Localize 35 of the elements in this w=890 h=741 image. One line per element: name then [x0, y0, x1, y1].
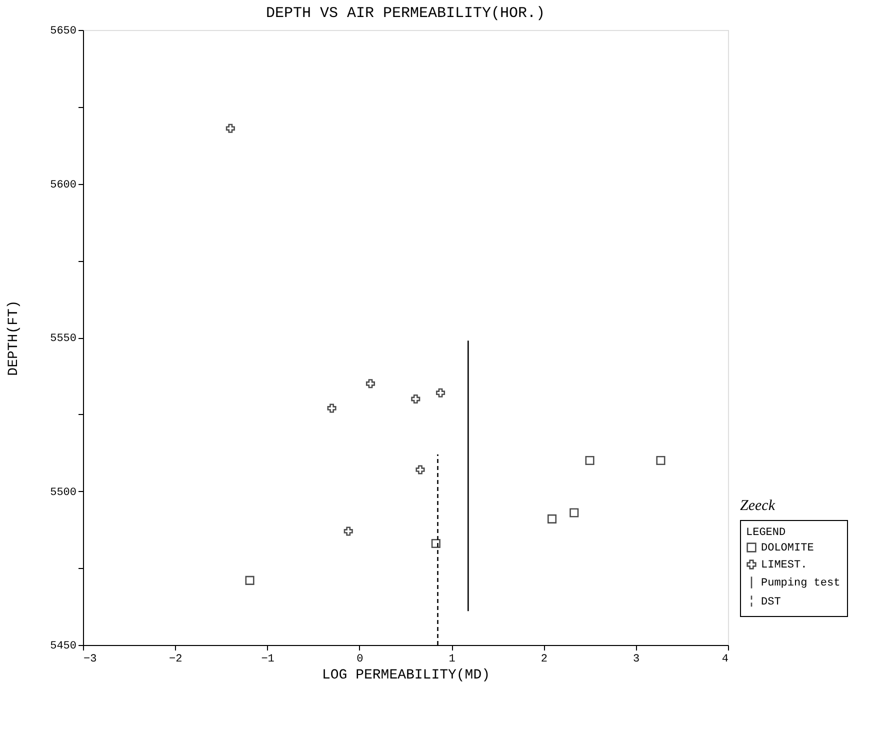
x-tick-label: −2 [169, 654, 182, 666]
point [656, 456, 666, 466]
point [570, 508, 579, 518]
point [226, 124, 235, 133]
legend-label: LIMEST. [761, 560, 808, 572]
point [585, 456, 594, 466]
legend-label: DST [761, 596, 782, 608]
legend-title: LEGEND [746, 527, 786, 539]
y-tick-label: 5550 [50, 333, 76, 345]
y-tick-label: 5450 [50, 640, 76, 652]
point [416, 465, 425, 474]
y-tick-label: 5500 [50, 486, 76, 499]
x-tick-label: 4 [722, 654, 729, 666]
point [327, 404, 336, 413]
y-tick-label: 5650 [50, 26, 76, 38]
y-axis-title: DEPTH(FT) [6, 300, 22, 376]
point [344, 526, 353, 536]
x-tick-label: 0 [356, 654, 364, 666]
x-tick-label: 2 [540, 654, 548, 666]
x-tick-label: 3 [633, 654, 640, 666]
x-axis-title: LOG PERMEABILITY(MD) [322, 668, 490, 684]
text: Zeeck [740, 498, 776, 514]
chart-title: DEPTH VS AIR PERMEABILITY(HOR.) [266, 5, 546, 22]
point [411, 394, 420, 404]
y-tick-label: 5600 [50, 179, 76, 192]
legend-label: Pumping test [761, 578, 840, 590]
point [431, 539, 440, 548]
x-tick-label: −3 [84, 654, 97, 666]
legend-label: DOLOMITE [761, 542, 814, 554]
point [547, 514, 557, 524]
point [366, 379, 376, 388]
point [436, 388, 446, 398]
x-tick-label: 1 [448, 654, 456, 666]
point [245, 576, 254, 585]
x-tick-label: −1 [261, 654, 275, 666]
